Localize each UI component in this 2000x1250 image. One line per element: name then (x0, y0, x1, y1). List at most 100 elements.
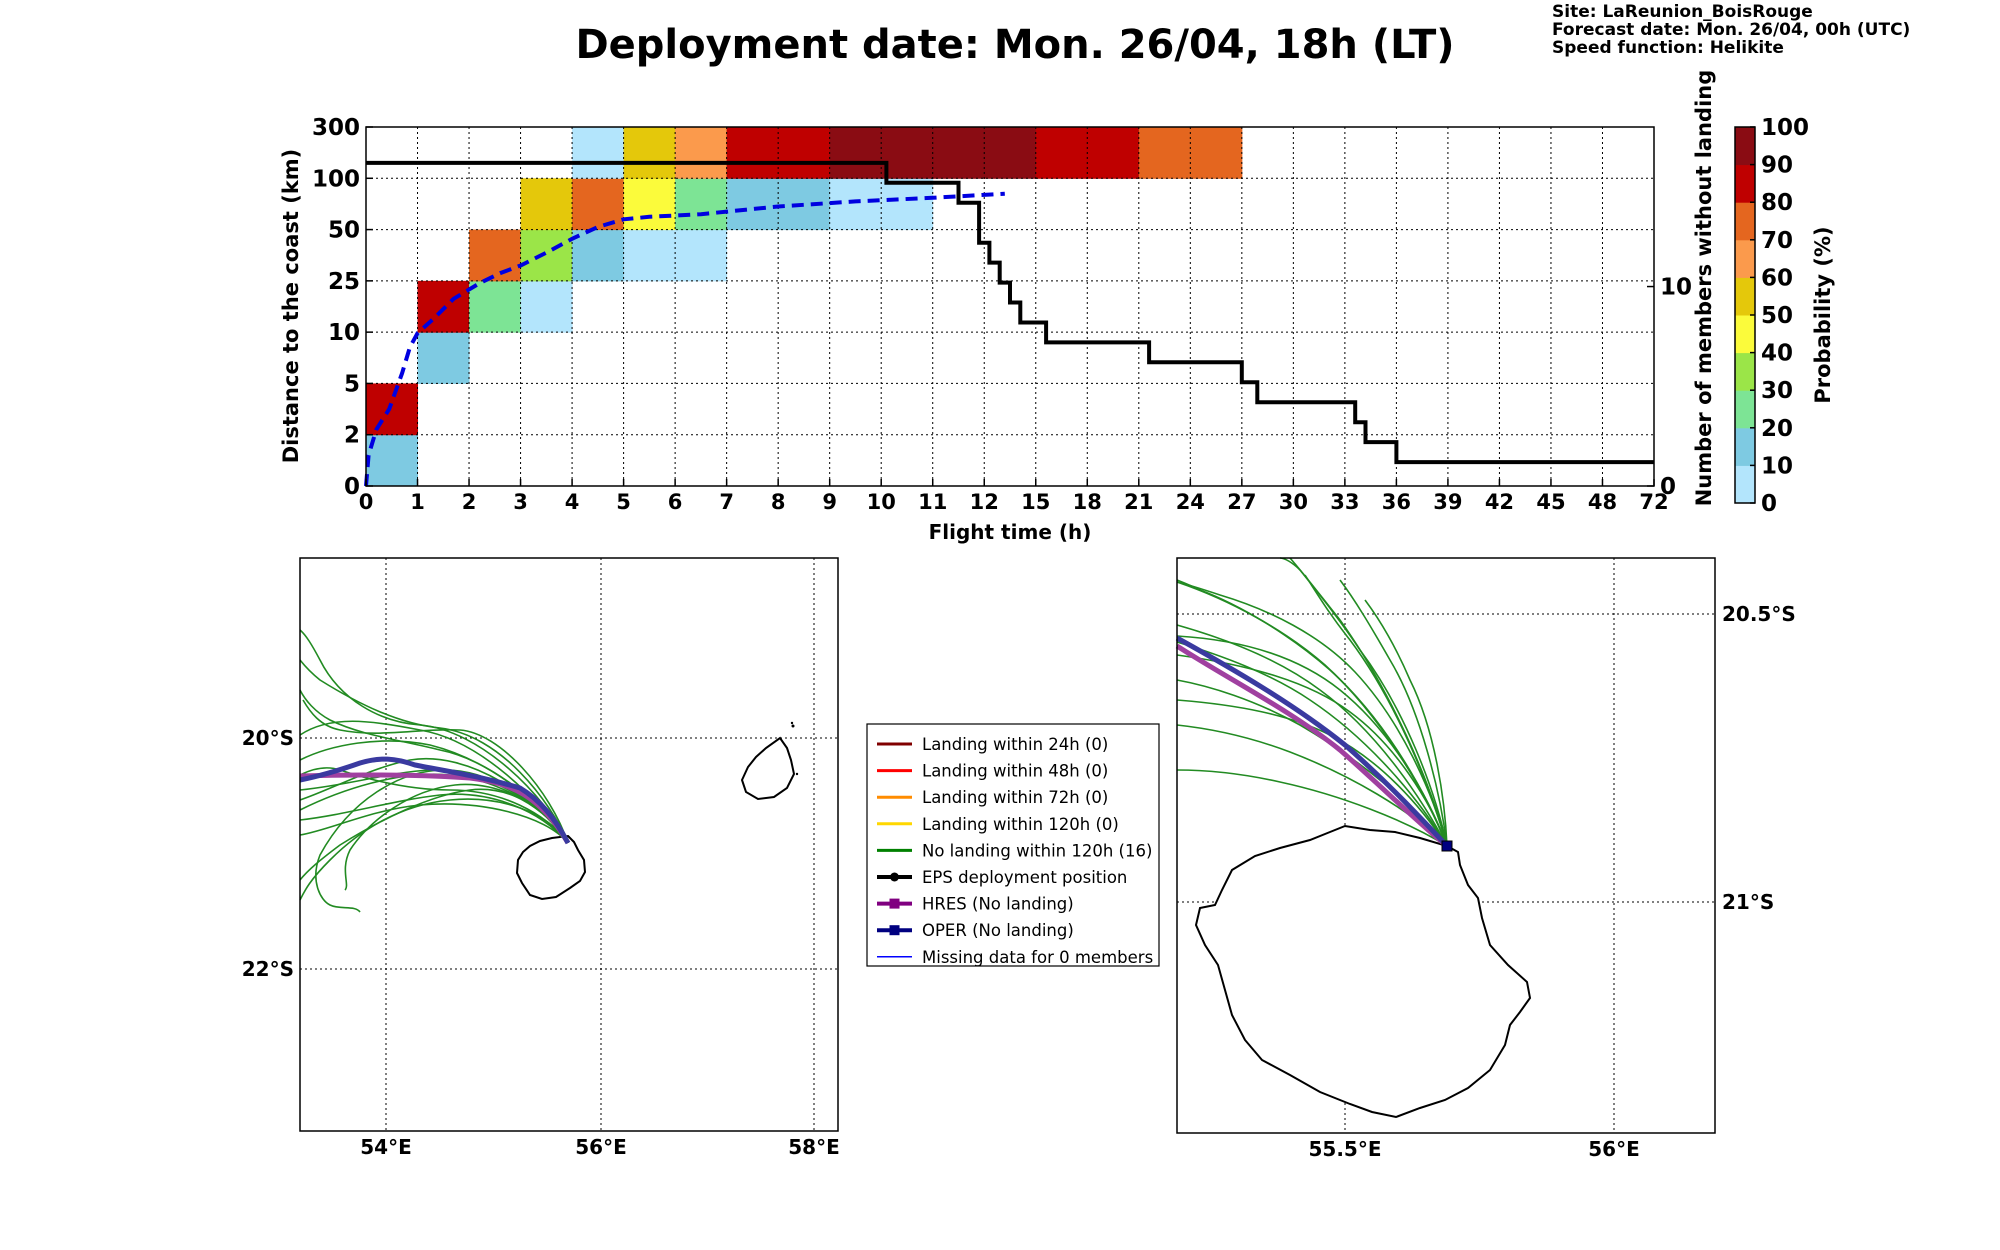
legend-entry: No landing within 120h (16) (877, 841, 1152, 860)
member-trajectory (1176, 635, 1448, 847)
x-tick-label: 1 (410, 490, 425, 514)
legend-label: Landing within 120h (0) (922, 815, 1119, 834)
x-tick-label: 2 (462, 490, 477, 514)
legend-label: Missing data for 0 members (922, 948, 1153, 967)
x-tick-label: 9 (822, 490, 837, 514)
heatmap-cell (675, 229, 728, 282)
heatmap-cell (572, 229, 625, 282)
hres-trajectory-detail (1175, 643, 1449, 848)
left-map-lat-ticks: 20°S 22°S (242, 726, 294, 981)
legend-frame (866, 723, 1160, 967)
right-axis-label: Number of members without landing (1692, 70, 1716, 507)
left-map-lon-ticks: 54°E 56°E 58°E (360, 1135, 840, 1159)
x-tick-label: 36 (1382, 490, 1411, 514)
legend-label: No landing within 120h (16) (922, 841, 1152, 860)
y-tick-label: 10 (328, 320, 360, 346)
heatmap-cell (726, 178, 779, 231)
legend-label: OPER (No landing) (922, 921, 1074, 940)
legend-entry: Landing within 120h (0) (877, 815, 1119, 834)
right-map-lon-ticks: 55.5°E 56°E (1308, 1137, 1639, 1161)
colorbar-tick-label: 20 (1761, 416, 1793, 442)
y-tick-label: 25 (328, 269, 360, 295)
legend-entry: OPER (No landing) (877, 921, 1074, 940)
ensemble-member-trajectories-detail (1176, 557, 1448, 847)
x-tick-label: 6 (668, 490, 683, 514)
heatmap-cell (572, 127, 625, 179)
colorbar-swatch (1735, 202, 1755, 241)
colorbar-tick-label: 90 (1761, 153, 1793, 179)
small-islets (790, 721, 799, 776)
speed-function-info: Speed function: Helikite (1552, 38, 1784, 58)
lon-tick-label: 56°E (575, 1135, 627, 1159)
heatmap-cell (675, 178, 728, 231)
colorbar-ticks: 0 10 20 30 40 50 60 70 80 90 100 (1750, 115, 1809, 517)
member-trajectory (1176, 654, 1448, 847)
lat-tick-label: 20.5°S (1722, 602, 1796, 626)
mauritius-island-outline (740, 736, 796, 801)
probability-colorbar: 0 10 20 30 40 50 60 70 80 90 100 Probability (%) (1734, 115, 1835, 517)
y-axis-label: Distance to the coast (km) (279, 149, 303, 464)
x-tick-label: 10 (867, 490, 896, 514)
right-map-lat-ticks: 20.5°S 21°S (1722, 602, 1796, 914)
site-info: Site: LaReunion_BoisRouge (1552, 2, 1813, 22)
x-tick-label: 33 (1330, 490, 1359, 514)
x-tick-label: 8 (771, 490, 786, 514)
lon-tick-label: 54°E (360, 1135, 412, 1159)
heatmap-cell (417, 332, 470, 384)
x-tick-label: 39 (1433, 490, 1462, 514)
colorbar-swatch (1735, 390, 1755, 429)
heatmap-cell (984, 127, 1037, 179)
mean-distance-line (364, 191, 1005, 487)
x-tick-label: 24 (1176, 490, 1205, 514)
colorbar-swatch (1735, 277, 1755, 316)
colorbar-swatch (1735, 315, 1755, 354)
x-tick-label: 72 (1639, 490, 1668, 514)
heatmap-cell (1087, 127, 1140, 179)
oper-trajectory (299, 756, 571, 845)
heatmap-cell (469, 229, 522, 282)
legend-marker (889, 898, 900, 909)
legend-label: Landing within 24h (0) (922, 735, 1108, 754)
heatmap-frame (365, 126, 1655, 487)
right-axis-ticks: 0 10 (1647, 275, 1692, 500)
x-tick-label: 7 (719, 490, 734, 514)
colorbar-tick-label: 70 (1761, 228, 1793, 254)
lat-tick-label: 22°S (242, 957, 294, 981)
heatmap-cell (572, 178, 625, 231)
heatmap-cell (932, 127, 985, 179)
member-trajectory (299, 793, 569, 844)
right-map-frame (1176, 557, 1716, 1134)
legend-entry: Landing within 72h (0) (877, 788, 1108, 807)
colorbar-swatch (1735, 427, 1755, 466)
x-tick-label: 4 (565, 490, 580, 514)
heatmap-cell (1138, 127, 1191, 179)
member-trajectory (1279, 557, 1448, 847)
x-tick-label: 0 (359, 490, 374, 514)
y-tick-label: 50 (328, 218, 360, 244)
heatmap-cell (520, 178, 573, 231)
members-without-landing-line (366, 160, 1654, 465)
lon-tick-label: 56°E (1588, 1137, 1640, 1161)
heatmap-cells (366, 127, 1243, 487)
member-trajectory (299, 659, 569, 844)
x-tick-label: 12 (970, 490, 999, 514)
right-tick-label: 0 (1660, 474, 1676, 500)
colorbar-tick-label: 80 (1761, 190, 1793, 216)
heatmap-cell (366, 434, 419, 487)
heatmap-cell (623, 178, 676, 231)
colorbar-swatches (1735, 127, 1755, 504)
colorbar-tick-label: 100 (1761, 115, 1809, 141)
heatmap-cell (520, 280, 573, 333)
lon-tick-label: 58°E (788, 1135, 840, 1159)
heatmap-cell (726, 127, 779, 179)
colorbar-swatch (1735, 239, 1755, 278)
regional-trajectory-map: 54°E 56°E 58°E 20°S 22°S (242, 557, 840, 1159)
local-trajectory-map: 55.5°E 56°E 20.5°S 21°S (1175, 557, 1796, 1161)
colorbar-tick-label: 0 (1761, 491, 1777, 517)
right-tick-label: 10 (1660, 275, 1692, 301)
heatmap-cell (778, 127, 831, 179)
colorbar-tick-label: 60 (1761, 265, 1793, 291)
member-trajectory (1176, 769, 1448, 847)
legend-label: Landing within 72h (0) (922, 788, 1108, 807)
